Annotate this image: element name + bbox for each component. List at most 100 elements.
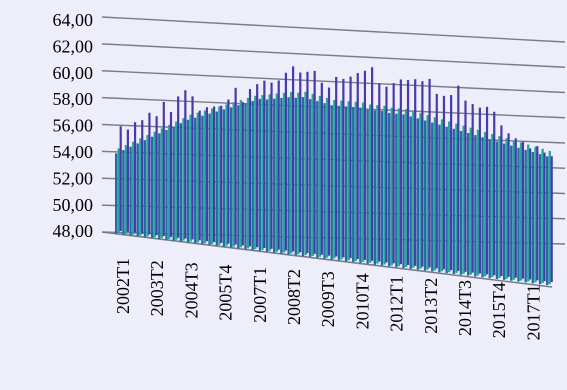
bar-s3-2010T4 (371, 67, 374, 261)
bar-s1-2014T2 (466, 133, 470, 276)
bar-s1-2016T1 (517, 147, 520, 282)
bar-s2-2009T3 (333, 99, 336, 259)
y-tick-label: 58,00 (53, 89, 94, 109)
bar-s1-2002T3 (129, 146, 132, 236)
bar-s2-2017T1 (548, 150, 551, 284)
bar-s1-2003T4 (165, 129, 168, 240)
bar-s2-2010T1 (347, 101, 350, 261)
bar-s2-2003T1 (146, 135, 149, 237)
bar-s3-2015T2 (500, 125, 503, 277)
bar-s1-2006T2 (237, 105, 240, 249)
gridline (101, 70, 566, 94)
bar-s2-2009T1 (318, 95, 322, 257)
bar-s2-2012T1 (404, 109, 408, 267)
gridline (101, 43, 566, 68)
bar-s3-2014T4 (485, 106, 489, 275)
bar-s3-2007T4 (284, 72, 288, 251)
bar-s3-2005T2 (212, 106, 216, 243)
bar-s3-2012T4 (428, 78, 431, 268)
bar-s1-2014T4 (481, 137, 484, 278)
bar-s3-2009T3 (335, 76, 338, 257)
bar-s3-2009T2 (327, 87, 331, 256)
bar-s3-2004T3 (191, 96, 194, 240)
bar-s2-2016T1 (519, 142, 523, 281)
bar-s3-2003T4 (169, 112, 173, 237)
bar-s3-2003T2 (155, 116, 158, 236)
bar-s2-2011T1 (376, 105, 379, 264)
bar-s1-2013T3 (445, 126, 448, 274)
bar-s1-2007T1 (258, 98, 262, 251)
bar-s1-2009T2 (323, 103, 326, 259)
bar-s3-2010T3 (363, 70, 367, 260)
bar-s1-2015T2 (495, 141, 499, 280)
bar-s1-2011T3 (387, 113, 391, 267)
bar-s2-2012T3 (419, 113, 422, 269)
bar-s1-2002T4 (136, 143, 139, 237)
bar-s3-2013T3 (450, 95, 453, 271)
y-axis-ticks: 64,00 62,00 60,00 58,00 56,00 54,00 52,00 50,00… (53, 10, 94, 241)
bar-s2-2011T3 (390, 107, 393, 266)
bar-s2-2013T1 (433, 117, 437, 271)
x-tick-label: 2008T2 (284, 269, 304, 325)
bar-s3-2004T2 (184, 90, 187, 239)
bar-s3-2009T4 (342, 78, 345, 258)
bar-s1-2009T3 (330, 105, 333, 260)
bar-s1-2013T1 (431, 122, 434, 272)
bar-s3-2015T3 (507, 133, 510, 277)
bar-s3-2016T1 (521, 141, 525, 279)
bar-s1-2005T3 (215, 111, 218, 246)
bar-s3-2010T1 (349, 76, 352, 259)
bar-s1-2003T2 (150, 136, 154, 239)
bar-s2-2015T3 (505, 138, 508, 279)
x-tick-label: 2007T1 (250, 267, 270, 323)
bar-s3-2007T2 (270, 82, 273, 249)
bar-s2-2011T4 (397, 108, 401, 267)
bar-s3-2005T3 (220, 105, 223, 243)
bar-s3-2011T3 (392, 83, 395, 264)
bar-s3-2012T1 (406, 80, 410, 266)
bar-s3-2005T4 (227, 99, 230, 244)
bar-s2-2013T3 (448, 121, 451, 273)
bar-s2-2015T2 (498, 136, 501, 279)
bar-s1-2004T1 (172, 126, 175, 241)
bar-s3-2007T3 (277, 80, 280, 250)
bar-s2-2007T2 (268, 94, 271, 251)
x-tick-label: 2012T1 (387, 276, 407, 332)
bar-s1-2012T4 (423, 120, 427, 271)
bar-s3-2006T4 (256, 84, 259, 248)
bar-s1-2003T3 (158, 133, 161, 240)
bar-s2-2004T1 (175, 121, 178, 240)
bar-s2-2016T4 (541, 148, 544, 284)
bar-s3-2013T4 (457, 85, 460, 271)
bar-s1-2007T2 (265, 99, 269, 252)
bar-s1-2014T1 (459, 130, 463, 275)
bar-s1-2005T2 (208, 113, 211, 246)
bar-s3-2015T4 (514, 138, 517, 278)
bar-s2-2009T2 (325, 97, 329, 258)
x-axis-ticks: 2002T1 2003T2 2004T3 2005T4 2007T1 2008T2 2009… (113, 258, 543, 340)
bar-s3-2016T3 (536, 146, 539, 281)
y-tick-label: 50,00 (53, 195, 94, 215)
bar-s2-2010T3 (361, 102, 365, 262)
bar-s2-2015T4 (512, 140, 516, 280)
bar-s3-2017T1 (550, 156, 553, 282)
bar-s2-2012T2 (412, 111, 415, 268)
bar-s2-2016T3 (534, 146, 537, 283)
bar-s1-2003T1 (143, 140, 147, 238)
bar-s2-2002T4 (139, 138, 142, 236)
x-tick-label: 2005T4 (216, 265, 236, 321)
bar-s3-2010T2 (356, 73, 359, 260)
bar-s2-2008T4 (311, 93, 314, 256)
bar-s3-2005T1 (205, 107, 208, 242)
gridline (101, 16, 566, 43)
bar-s1-2012T2 (409, 116, 412, 269)
bar-s2-2005T4 (225, 104, 228, 246)
bar-s3-2002T1 (119, 126, 122, 231)
bar-s1-2008T4 (308, 99, 312, 257)
bar-s1-2012T3 (416, 118, 420, 270)
bar-s1-2012T1 (402, 114, 405, 268)
bar-s3-2014T2 (471, 104, 474, 273)
x-tick-label: 2004T3 (181, 262, 201, 318)
x-tick-label: 2010T4 (352, 273, 372, 329)
bar-s1-2004T3 (186, 119, 190, 243)
